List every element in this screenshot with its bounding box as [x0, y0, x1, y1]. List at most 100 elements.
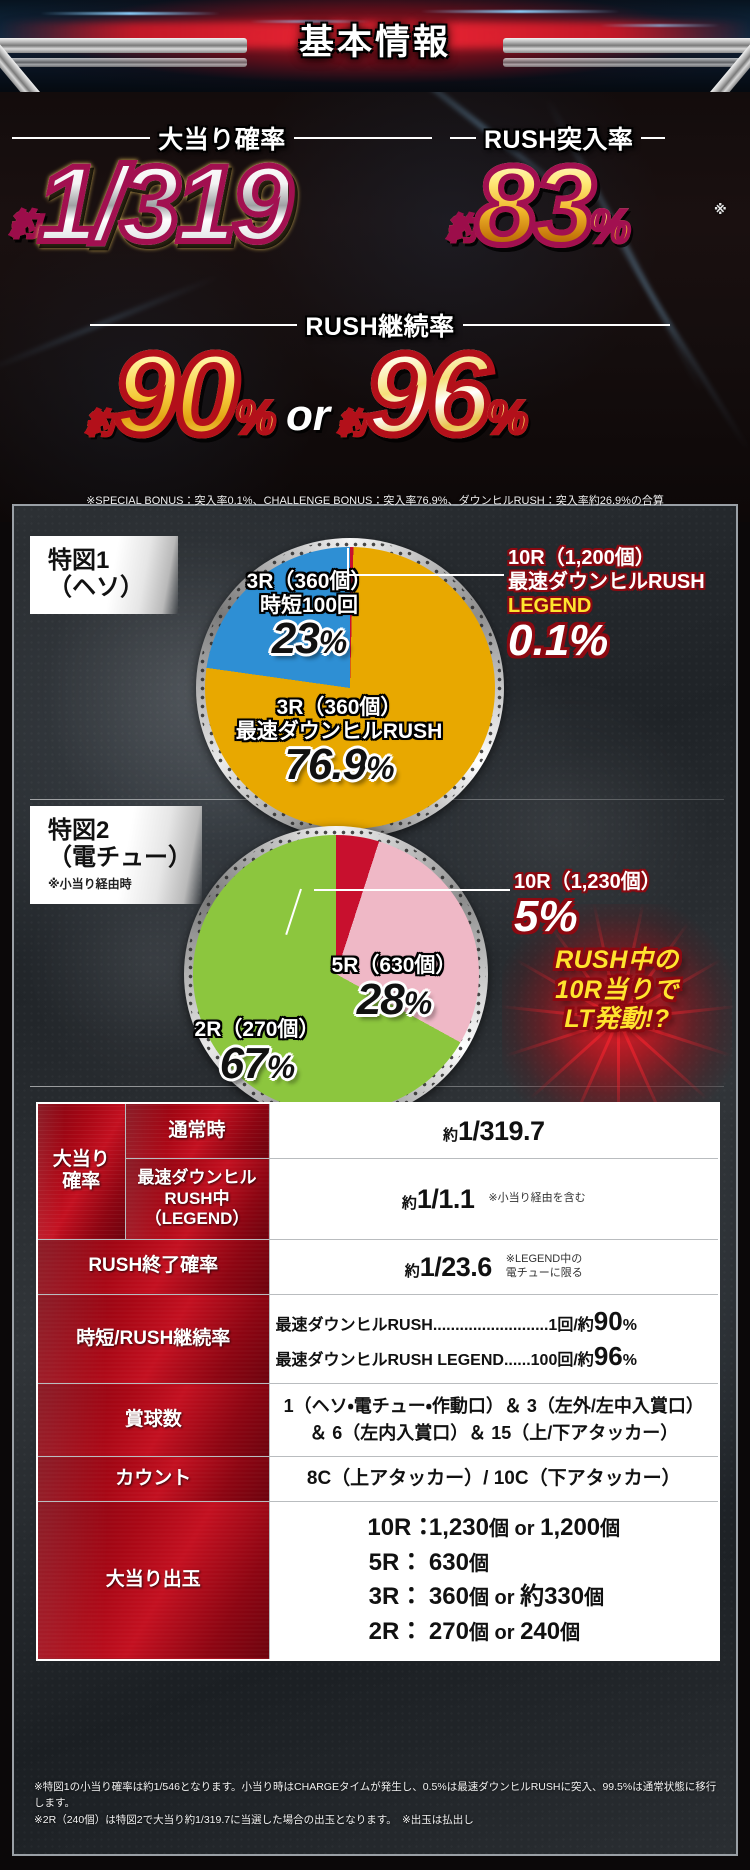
chart1-title-tag: 特図1 （ヘソ） [30, 536, 178, 614]
round-label: 3R： [368, 1583, 424, 1611]
round-label: 2R： [368, 1618, 424, 1646]
banner-streak [420, 10, 620, 13]
callout-percent: 5% [514, 892, 734, 941]
percent-sign: % [266, 1048, 295, 1085]
chart1-callout-legend: 10R（1,200個） 最速ダウンヒルRUSH LEGEND 0.1% [508, 546, 734, 664]
row-label-payout: 大当り出玉 [36, 1500, 270, 1661]
label-line: 最速ダウンヒル [137, 1168, 257, 1188]
chart2-title-tag: 特図2 （電チュー） ※小当り経由時 [30, 806, 202, 904]
value-group: 約1/1.1 [402, 1181, 475, 1217]
slice-label-line: 3R（360個） [246, 570, 372, 593]
chart2-pie [184, 826, 488, 1122]
slice-percent: 76.9% [179, 742, 499, 788]
rule-right [462, 324, 670, 326]
award-line: 1（ヘソ・電チュー・作動口）＆ 3（左外/左中入賞口） [283, 1396, 704, 1417]
rule-right [293, 137, 433, 139]
slice-label-line: 最速ダウンヒルRUSH [235, 719, 443, 743]
award-line: ＆ 6（左内入賞口）＆ 15（上/下アタッカー） [309, 1423, 679, 1444]
burst-line: RUSH中の [555, 946, 679, 974]
chart1-subtitle: （ヘソ） [48, 573, 144, 601]
chart1-title: 特図1 [48, 547, 110, 574]
percent-sign: % [318, 624, 347, 661]
or-text: or [494, 1587, 515, 1610]
rush-entry-value: 約 83 % [446, 143, 633, 268]
payout-a: 1,230 [428, 1513, 489, 1541]
value-with-note: 約1/23.6 ※LEGEND中の 電チューに限る [276, 1249, 713, 1285]
chart2-subtitle: （電チュー） [48, 843, 192, 871]
round-label: 10R： [367, 1513, 436, 1541]
approx-prefix: 約 [577, 1317, 594, 1335]
percent-sign: % [538, 892, 578, 941]
rush-entry-asterisk: ※ [714, 202, 727, 217]
approx-prefix: 約 [442, 1127, 458, 1144]
chart1-leader-tick [347, 548, 349, 576]
slice-label-line: 2R（270個） [194, 1018, 320, 1041]
rush-name: 最速ダウンヒルRUSH LEGEND [275, 1352, 504, 1370]
row-label-continuation-rate: 時短/RUSH継続率 [36, 1294, 270, 1385]
payout-row: 3R： 360個 or 約330個 [367, 1580, 620, 1615]
unit: 個 [468, 1622, 489, 1645]
value-note: ※小当り経由を含む [488, 1192, 586, 1205]
chart2-title: 特図2 [48, 817, 110, 844]
count-text: 100回/ [530, 1352, 578, 1370]
row-value-normal: 約1/319.7 [268, 1102, 720, 1160]
value-text: 1/23.6 [419, 1251, 493, 1282]
payout-a: 360 [428, 1583, 469, 1611]
hero-stats: 大当り確率 約 1/319 RUSH突入率 約 83 % ※ RUSH継続率 約… [0, 92, 750, 522]
approx-prefix: 約 [404, 1262, 420, 1280]
approx-prefix: 約 [577, 1352, 594, 1370]
jackpot-rate-label-row: 大当り確率 [12, 120, 433, 156]
percent-sign: % [403, 984, 432, 1021]
or-text: or [514, 1517, 535, 1540]
pie-disc [193, 835, 479, 1113]
chrome-frame-right [503, 33, 750, 92]
jackpot-rate-value: 約 1/319 [9, 146, 296, 260]
row-value-award-balls: 1（ヘソ・電チュー・作動口）＆ 3（左外/左中入賞口） ＆ 6（左内入賞口）＆ … [268, 1383, 720, 1458]
spec-table: 大当り 確率 通常時 約1/319.7 最速ダウンヒル RUSH中（LEGEND… [36, 1102, 720, 1662]
charts-and-spec-panel: 特図1 （ヘソ） 3R（360個） 時短100回 23% 3R（360個） 最速… [12, 504, 738, 1856]
slice-percent-value: 67 [219, 1038, 268, 1088]
rush-name: 最速ダウンヒルRUSH [275, 1317, 433, 1335]
page-title: 基本情報 [298, 23, 451, 62]
payout-row: 2R： 270個 or 240個 [367, 1615, 620, 1650]
chart2-callout-legend: 10R（1,230個） 5% [514, 870, 734, 940]
rush-entry-label-row: RUSH突入率 [450, 120, 740, 156]
chart2-slice-label-green: 2R（270個） 67% [172, 1018, 342, 1086]
round-label: 5R： [368, 1548, 424, 1576]
jackpot-rate-label: 大当り確率 [158, 126, 286, 154]
chart1-pie [196, 538, 504, 838]
unit: 個 [468, 1552, 489, 1575]
chart1-slice-label-yellow: 3R（360個） 最速ダウンヒルRUSH 76.9% [179, 696, 499, 788]
banner-streak [250, 20, 370, 23]
continuation-line: 最速ダウンヒルRUSH LEGEND......100回/約96% [276, 1339, 713, 1374]
row-value-count: 8C（上アタッカー）/ 10C（下アタッカー） [268, 1456, 720, 1502]
callout-percent: 0.1% [508, 616, 609, 665]
payout-row: 10R： 1,230個 or 1,200個 [367, 1511, 620, 1546]
slice-percent-value: 28 [356, 974, 405, 1024]
rush-continue-number-2: 96 [362, 329, 494, 459]
rush-entry-label: RUSH突入率 [484, 126, 634, 154]
rush-continue-number-1: 90 [111, 329, 243, 459]
payout-a: 270 [428, 1618, 469, 1646]
table-row: 最速ダウンヒル RUSH中（LEGEND） 約1/1.1 ※小当り経由を含む [37, 1158, 720, 1240]
value-text: 1/319.7 [457, 1116, 545, 1146]
rule-left [12, 137, 151, 139]
payout-row: 5R： 630個 [367, 1546, 620, 1581]
note-line: 電チューに限る [505, 1266, 583, 1279]
callout-line: 10R（1,200個） [508, 547, 655, 569]
payout-b: 240 [520, 1618, 561, 1646]
unit: 個 [600, 1517, 621, 1540]
unit: 個 [488, 1517, 509, 1540]
row-value-continuation-rate: 最速ダウンヒルRUSH..........................1回/… [268, 1294, 720, 1385]
percent-sign: % [366, 750, 394, 787]
unit: 個 [468, 1587, 489, 1610]
rush-entry-number: 83 [472, 143, 599, 268]
payout-a: 630 [428, 1548, 469, 1576]
value-group: 約1/23.6 [404, 1249, 493, 1285]
chart2-note: ※小当り経由時 [48, 876, 132, 891]
dot-leader: .......................... [432, 1317, 549, 1335]
slice-percent: 28% [314, 974, 474, 1024]
spec-footnotes: ※特図1の小当り確率は約1/546となります。小当り時はCHARGEタイムが発生… [34, 1779, 724, 1828]
row-label-rush-end-rate: RUSH終了確率 [36, 1238, 270, 1296]
